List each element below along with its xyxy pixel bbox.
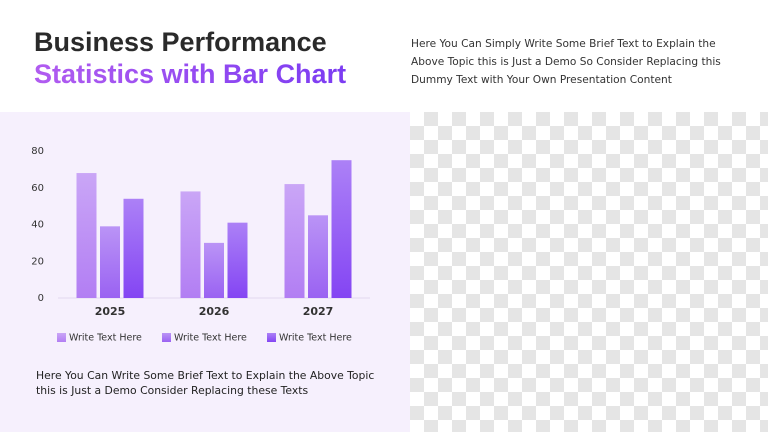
legend-label: Write Text Here — [279, 333, 352, 344]
x-tick-label: 2026 — [199, 305, 230, 318]
title: Business Performance Statistics with Bar… — [34, 26, 346, 90]
bar — [331, 160, 352, 298]
bar — [227, 222, 248, 298]
y-tick-label: 20 — [31, 256, 44, 267]
legend-label: Write Text Here — [174, 333, 247, 344]
bar — [204, 242, 224, 298]
legend-swatch — [57, 333, 66, 342]
x-tick-label: 2027 — [303, 305, 334, 318]
y-tick-label: 0 — [38, 293, 44, 304]
y-tick-label: 80 — [31, 146, 44, 157]
legend-label: Write Text Here — [69, 333, 142, 344]
image-placeholder — [410, 112, 768, 432]
bar — [123, 198, 144, 298]
chart: 0 20 40 60 80 2025 2026 2027 Write Text Here Writ… — [31, 146, 370, 344]
caption: Here You Can Write Some Brief Text to Ex… — [36, 369, 375, 397]
title-line: Statistics with Bar Chart — [34, 59, 347, 89]
bar — [284, 184, 305, 298]
legend-swatch — [267, 333, 276, 342]
y-tick-label: 40 — [31, 220, 44, 231]
legend-swatch — [162, 333, 171, 342]
bar — [180, 191, 201, 298]
bar — [308, 215, 328, 298]
title-line: Business Performance — [34, 27, 327, 57]
bar — [76, 173, 97, 298]
x-tick-label: 2025 — [95, 305, 126, 318]
intro-text: Here You Can Simply Write Some Brief Tex… — [411, 38, 721, 86]
y-tick-label: 60 — [31, 183, 44, 194]
bar — [100, 226, 120, 298]
